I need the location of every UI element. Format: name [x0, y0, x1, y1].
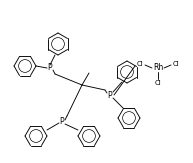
Text: P: P	[108, 90, 112, 99]
Text: Cl: Cl	[155, 80, 161, 86]
Text: Cl: Cl	[137, 61, 143, 67]
Text: Cl: Cl	[173, 61, 179, 67]
Text: P: P	[48, 64, 52, 73]
Text: P: P	[60, 118, 64, 126]
Text: Rh: Rh	[153, 64, 163, 73]
